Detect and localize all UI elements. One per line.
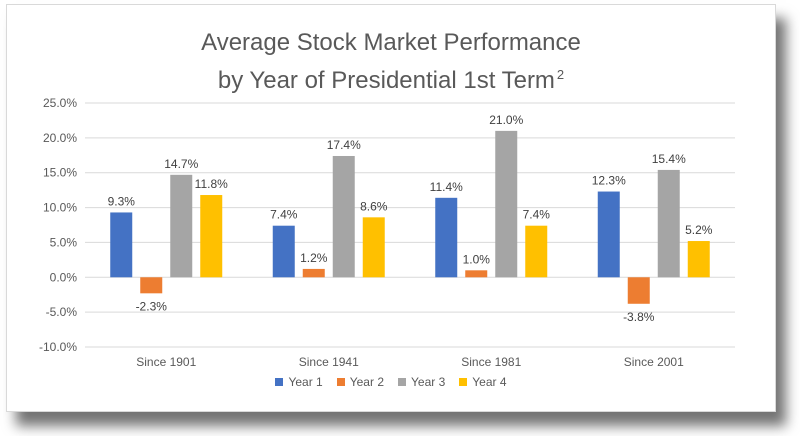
data-label: 1.2% bbox=[300, 251, 328, 265]
data-label: 7.4% bbox=[523, 208, 551, 222]
chart-legend: Year 1 Year 2 Year 3 Year 4 bbox=[7, 375, 775, 389]
x-category-label: Since 2001 bbox=[624, 355, 684, 369]
data-label: 15.4% bbox=[652, 152, 686, 166]
bar bbox=[200, 195, 223, 278]
legend-label: Year 4 bbox=[472, 375, 507, 389]
data-label: 12.3% bbox=[592, 174, 626, 188]
y-tick-label: 10.0% bbox=[43, 201, 77, 215]
legend-label: Year 3 bbox=[411, 375, 446, 389]
y-tick-label: -5.0% bbox=[46, 305, 78, 319]
data-label: 8.6% bbox=[360, 199, 388, 213]
y-tick-label: 15.0% bbox=[43, 166, 77, 180]
legend-swatch bbox=[398, 378, 406, 386]
bar bbox=[525, 225, 548, 278]
bar bbox=[140, 277, 163, 294]
chart-title-line-2: by Year of Presidential 1st Term 2 bbox=[7, 59, 775, 97]
legend-swatch bbox=[459, 378, 468, 386]
data-label: 21.0% bbox=[489, 113, 523, 127]
y-tick-label: 5.0% bbox=[50, 235, 78, 249]
chart-title-superscript: 2 bbox=[556, 67, 565, 82]
bar bbox=[362, 217, 385, 278]
chart-card: Average Stock Market Performance by Year… bbox=[6, 4, 776, 412]
bar bbox=[687, 241, 710, 278]
bar bbox=[435, 197, 458, 278]
bar bbox=[495, 130, 518, 278]
x-category-label: Since 1901 bbox=[136, 355, 196, 369]
data-label: -3.8% bbox=[623, 310, 655, 324]
y-tick-label: 25.0% bbox=[43, 96, 77, 110]
bar bbox=[170, 174, 193, 278]
legend-label: Year 2 bbox=[349, 375, 384, 389]
bar bbox=[272, 225, 295, 278]
legend-item: Year 1 bbox=[275, 375, 323, 389]
y-tick-label: 0.0% bbox=[50, 270, 78, 284]
data-label: 9.3% bbox=[108, 194, 136, 208]
bar bbox=[597, 191, 620, 278]
legend-item: Year 4 bbox=[459, 375, 507, 389]
chart-title-line-1: Average Stock Market Performance bbox=[201, 29, 581, 56]
legend-swatch bbox=[336, 378, 345, 386]
bar bbox=[465, 270, 488, 278]
data-label: 17.4% bbox=[327, 138, 361, 152]
y-tick-label: 20.0% bbox=[43, 131, 77, 145]
data-label: 11.8% bbox=[195, 177, 228, 191]
bar bbox=[110, 212, 133, 278]
data-label: 5.2% bbox=[685, 223, 713, 237]
bar bbox=[302, 268, 325, 278]
legend-swatch bbox=[275, 378, 284, 386]
x-category-label: Since 1981 bbox=[461, 355, 521, 369]
data-label: 7.4% bbox=[270, 208, 298, 222]
bar-chart: -10.0% -5.0% 0.0% 5.0% 10.0% 15.0% 20.0% 25.0% 9… bbox=[39, 96, 735, 369]
data-label: -2.3% bbox=[136, 299, 168, 313]
y-tick-label: -10.0% bbox=[39, 340, 77, 354]
legend-label: Year 1 bbox=[288, 375, 323, 389]
data-label: 14.7% bbox=[164, 157, 198, 171]
data-label: 11.4% bbox=[430, 180, 463, 194]
x-category-label: Since 1941 bbox=[299, 355, 359, 369]
data-label: 1.0% bbox=[463, 252, 491, 266]
legend-item: Year 2 bbox=[336, 375, 384, 389]
bar bbox=[627, 277, 650, 304]
chart-title: Average Stock Market Performance by Year… bbox=[7, 27, 775, 97]
bar bbox=[657, 169, 680, 278]
bar bbox=[332, 155, 355, 278]
chart-title-line-2-text: by Year of Presidential 1st Term bbox=[217, 67, 555, 94]
legend-item: Year 3 bbox=[398, 375, 445, 389]
